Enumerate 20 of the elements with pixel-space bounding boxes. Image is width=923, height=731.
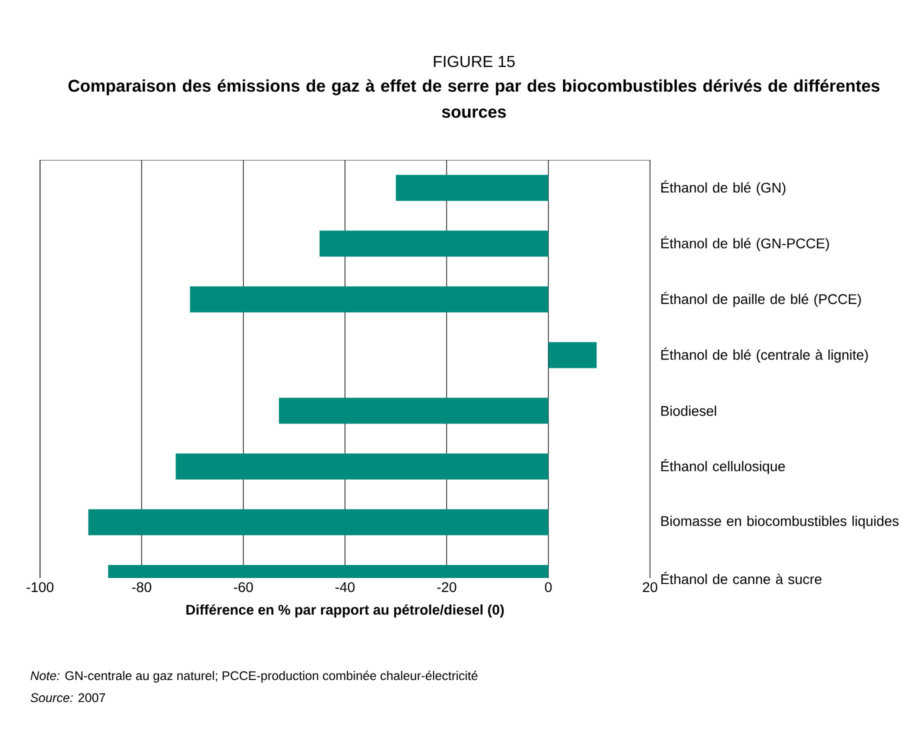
x-axis-title: Différence en % par rapport au pétrole/diesel (0) [186, 604, 504, 618]
x-tick-label: -100 [26, 582, 54, 592]
x-tick-label: 0 [544, 582, 552, 592]
y-tick-label: Éthanol de blé (centrale à lignite) [661, 348, 868, 363]
y-tick-label: Éthanol de paille de blé (PCCE) [661, 292, 861, 307]
y-tick-label: Éthanol cellulosique [661, 459, 785, 474]
x-tick-label: -60 [234, 582, 253, 592]
y-tick-label: Éthanol de blé (GN-PCCE) [661, 236, 829, 252]
y-tick-label: Biodiesel [661, 406, 716, 416]
y-tick-label: Éthanol de blé (GN) [661, 180, 786, 196]
text: Source: 2007 [30, 693, 106, 702]
x-tick-label: 20 [642, 582, 658, 592]
x-tick-label: -40 [336, 582, 355, 592]
chart-subtitle: Comparaison des émissions de gaz à effet de serre par des biocombustibles dérivés de différentes sources [68, 79, 880, 118]
x-tick-label: -20 [437, 582, 456, 592]
x-tick-label: -80 [132, 582, 152, 592]
text: Note: GN-centrale au gaz naturel; PCCE-production combinée chaleur-électricité [30, 670, 478, 683]
chart-title: FIGURE 15 [434, 56, 515, 68]
y-tick-label: Biomasse en biocombustibles liquides [661, 516, 899, 529]
y-tick-label: Éthanol de canne à sucre [661, 572, 822, 584]
